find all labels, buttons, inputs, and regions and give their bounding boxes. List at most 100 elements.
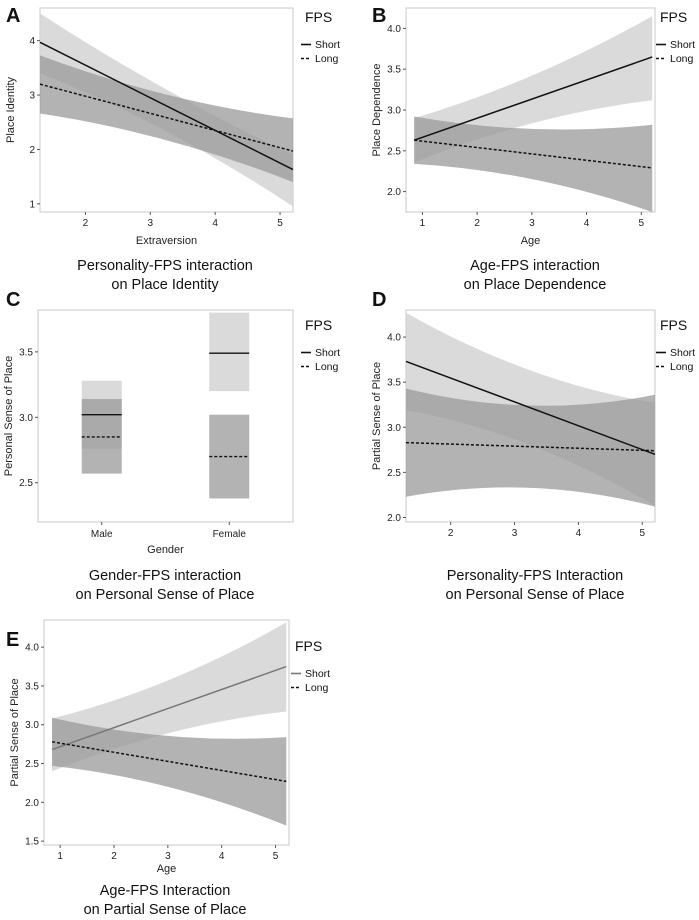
y-axis-label: Partial Sense of Place [371, 362, 383, 470]
y-tick-label: 1.5 [25, 837, 39, 848]
x-tick-label: 3 [529, 218, 535, 229]
x-ticks: 2 3 4 5 [448, 522, 645, 539]
x-tick-label: 2 [111, 851, 117, 862]
x-tick-label: 5 [639, 528, 645, 539]
panel-caption: Personality-FPS interaction on Place Iden… [77, 258, 253, 293]
y-tick-label: 2.5 [19, 478, 33, 489]
legend-title: FPS [295, 638, 322, 654]
plot-frame [37, 309, 294, 523]
legend-entry-short: Short [305, 668, 330, 680]
caption-line: Personality-FPS Interaction [447, 568, 624, 584]
x-tick-label: 3 [512, 528, 518, 539]
fit-lines [81, 352, 250, 458]
x-tick-label: 4 [576, 528, 582, 539]
ci-band-long [40, 55, 293, 183]
x-ticks: Male Female [91, 522, 246, 540]
ci-band-long [406, 388, 655, 507]
x-tick-label: 4 [219, 851, 225, 862]
fit-lines [51, 665, 287, 783]
y-tick-label: 3.0 [387, 423, 401, 434]
x-axis-label: Age [521, 235, 541, 247]
legend-title: FPS [660, 9, 687, 25]
fit-lines [405, 360, 656, 456]
panel-letter: C [6, 289, 20, 311]
y-tick-label: 2.5 [387, 146, 401, 157]
fit-line-long [39, 83, 294, 152]
y-ticks: 2.5 3.0 3.5 [19, 347, 38, 489]
x-axis-label: Gender [147, 544, 184, 556]
x-ticks: 1 2 3 4 5 [57, 845, 279, 862]
legend: FPS Short Long [301, 317, 340, 373]
y-tick-label: 1 [29, 199, 35, 210]
y-tick-label: 3.5 [25, 681, 39, 692]
ci-band-long [414, 116, 653, 212]
fit-line-long [405, 441, 656, 452]
y-ticks: 1.5 2.0 2.5 3.0 3.5 4.0 [25, 643, 44, 848]
y-tick-label: 3.5 [19, 347, 33, 358]
legend-entry-short: Short [670, 39, 695, 51]
caption-line: on Personal Sense of Place [76, 587, 255, 603]
y-axis-label: Place Identity [5, 76, 17, 143]
legend-entry-short: Short [315, 347, 340, 359]
y-tick-label: 3.0 [25, 720, 39, 731]
panel-b: 2.0 2.5 3.0 3.5 4.0 1 2 3 4 5 Age Place Dependence B… [371, 5, 695, 293]
caption-line: Age-FPS interaction [470, 258, 600, 274]
panel-caption: Age-FPS Interaction on Partial Sense of P… [84, 883, 247, 918]
panel-letter: E [6, 629, 19, 651]
panel-caption: Personality-FPS Interaction on Personal S… [446, 568, 625, 603]
legend: FPS Short Long [656, 317, 695, 373]
fit-line-short [39, 41, 294, 171]
ci-band-long [52, 717, 287, 826]
y-tick-label: 4.0 [387, 24, 401, 35]
x-tick-label: 4 [212, 218, 218, 229]
caption-line: on Place Identity [111, 277, 219, 293]
x-tick-label-female: Female [213, 529, 247, 540]
panel-c: 2.5 3.0 3.5 Male Female Gender Personal Sense … [3, 289, 340, 603]
y-tick-label: 4.0 [387, 333, 401, 344]
x-tick-label: 2 [83, 218, 89, 229]
fit-line-short [51, 665, 287, 751]
caption-line: on Place Dependence [464, 277, 607, 293]
y-tick-label: 2.5 [25, 759, 39, 770]
ci-bands [52, 622, 287, 826]
y-tick-label: 3 [29, 91, 35, 102]
x-tick-label: 5 [639, 218, 645, 229]
panel-d: 2.0 2.5 3.0 3.5 4.0 2 3 4 5 Partial Sense of Plac… [371, 289, 695, 603]
legend-entry-short: Short [315, 39, 340, 51]
y-ticks: 1 2 3 4 [29, 36, 40, 210]
y-tick-label: 3.5 [387, 378, 401, 389]
y-tick-label: 3.0 [387, 106, 401, 117]
ci-bands [406, 312, 655, 507]
x-axis-label: Extraversion [136, 235, 197, 247]
panel-a: 1 2 3 4 2 3 4 5 Extraversion Place Identity A FPS Sh… [5, 5, 340, 293]
x-tick-label: 5 [273, 851, 279, 862]
panel-e: 1.5 2.0 2.5 3.0 3.5 4.0 1 2 3 4 5 Age Partial Sense … [6, 619, 330, 918]
y-axis-label: Personal Sense of Place [3, 356, 15, 476]
y-tick-label: 4.0 [25, 643, 39, 654]
y-tick-label: 3.0 [19, 413, 33, 424]
x-tick-label: 2 [448, 528, 454, 539]
panel-caption: Gender-FPS interaction on Personal Sense … [76, 568, 255, 603]
ci-box-short-female [209, 312, 250, 392]
legend-entry-short: Short [670, 347, 695, 359]
fit-line-short [405, 360, 656, 456]
x-tick-label: 3 [165, 851, 171, 862]
legend: FPS Short Long [656, 9, 695, 65]
y-ticks: 2.0 2.5 3.0 3.5 4.0 [387, 333, 406, 524]
caption-line: Age-FPS Interaction [100, 883, 231, 899]
ci-bands [414, 16, 653, 212]
y-axis-label: Partial Sense of Place [9, 678, 21, 786]
y-tick-label: 3.5 [387, 65, 401, 76]
y-tick-label: 2 [29, 145, 35, 156]
x-ticks: 1 2 3 4 5 [420, 212, 645, 229]
panel-letter: A [6, 5, 20, 27]
legend: FPS Short Long [291, 638, 330, 694]
panel-letter: D [372, 289, 386, 311]
fit-lines [413, 56, 653, 169]
y-ticks: 2.0 2.5 3.0 3.5 4.0 [387, 24, 406, 198]
y-axis-label: Place Dependence [371, 64, 383, 157]
caption-line: Personality-FPS interaction [77, 258, 253, 274]
legend-title: FPS [660, 317, 687, 333]
panel-caption: Age-FPS interaction on Place Dependence [464, 258, 607, 293]
